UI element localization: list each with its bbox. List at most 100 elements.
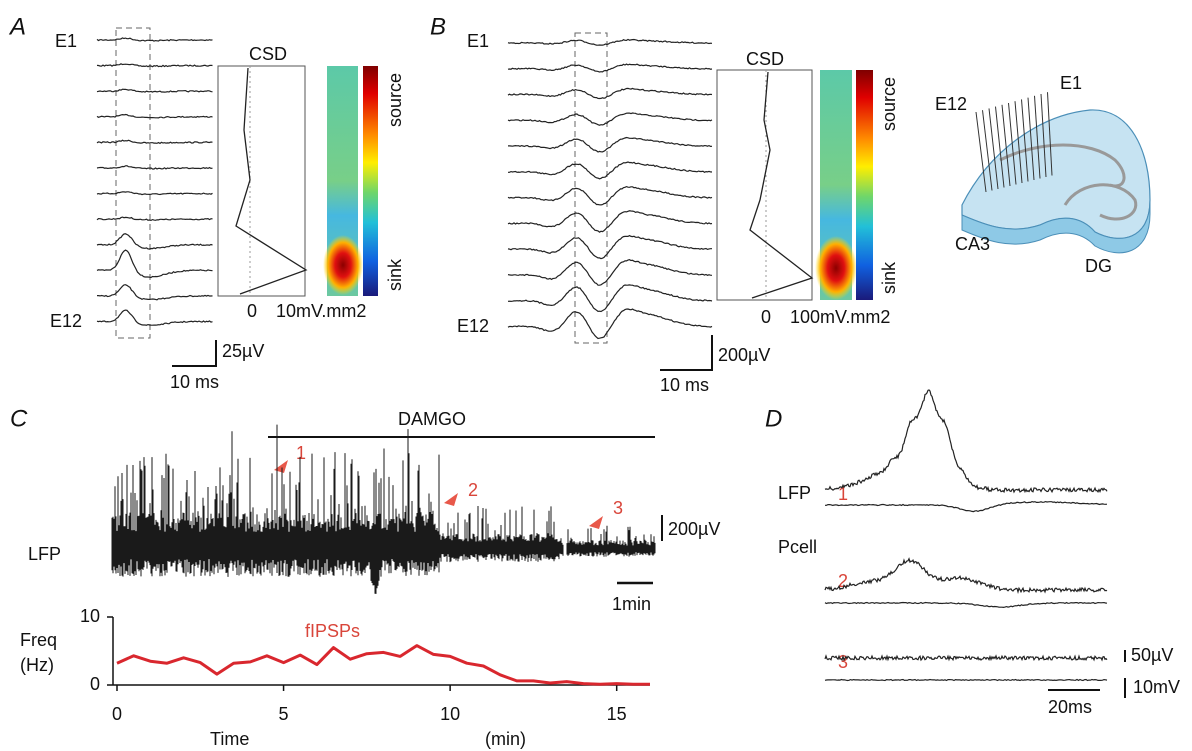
colorbar (363, 66, 378, 296)
x-tick-label: 10 (440, 704, 460, 724)
csd-axis-label: 0 (247, 301, 257, 321)
recording-trace (96, 309, 213, 326)
example-label: 3 (838, 652, 848, 672)
scale-label: 10mV (1133, 677, 1180, 697)
x-tick-label: 5 (279, 704, 289, 724)
electrode (1021, 99, 1029, 182)
electrode (1047, 92, 1053, 176)
y-axis-unit: (Hz) (20, 655, 54, 675)
drug-label: DAMGO (398, 409, 466, 429)
electrode (1040, 93, 1047, 178)
recording-trace (507, 185, 713, 206)
scale-label: 20ms (1048, 697, 1092, 717)
scale-label: 10 ms (660, 375, 709, 395)
schematic-label: E12 (935, 94, 967, 114)
csd-axis-label: 10mV.mm2 (276, 301, 366, 321)
electrode-label: E12 (50, 311, 82, 331)
example-label: 2 (838, 571, 848, 591)
recording-trace (507, 210, 713, 233)
electrode (1001, 104, 1011, 187)
recording-trace (96, 63, 213, 68)
x-tick-label: 15 (607, 704, 627, 724)
heatmap-blob (323, 235, 363, 295)
electrode (1014, 101, 1023, 184)
recording-trace (96, 216, 213, 222)
marker-label: 1 (296, 443, 306, 463)
window-box (115, 27, 151, 339)
panel-label: C (10, 405, 28, 432)
marker-arrow (274, 460, 288, 473)
y-tick-label: 10 (80, 606, 100, 626)
electrode (1008, 102, 1017, 185)
schematic-label: DG (1085, 256, 1112, 276)
electrode (1027, 97, 1035, 181)
electrode-array (975, 92, 1053, 193)
scale-label: 200µV (668, 519, 720, 539)
recording-trace (97, 284, 213, 301)
recording-trace (507, 112, 713, 126)
csd-box (217, 65, 306, 297)
scale-label: 25µV (222, 341, 264, 361)
recording-trace (96, 37, 213, 42)
recording-trace (508, 136, 713, 153)
marker-label: 3 (613, 498, 623, 518)
colorbar (856, 70, 873, 300)
x-axis-unit: (min) (485, 729, 526, 749)
recording-trace (96, 249, 213, 279)
csd-profile (749, 71, 814, 299)
marker-arrow (444, 493, 458, 506)
recording-trace (824, 654, 1108, 662)
scale-bar (660, 335, 713, 371)
series-line (116, 644, 650, 686)
trace-label: LFP (28, 544, 61, 564)
colorbar-label: sink (385, 258, 405, 291)
lfp-trace (111, 424, 656, 594)
recording-trace (96, 233, 213, 250)
heatmap-blob (815, 236, 857, 300)
electrode (988, 108, 999, 190)
window-box (574, 32, 608, 344)
recording-trace (825, 500, 1108, 513)
legend-label: fIPSPs (305, 621, 360, 641)
recording-trace (508, 161, 713, 180)
colorbar-label: source (879, 77, 899, 131)
scale-label: 50µV (1131, 645, 1173, 665)
recording-trace (96, 165, 213, 170)
example-label: 1 (838, 484, 848, 504)
panel-label: D (765, 405, 782, 432)
y-axis-label: Freq (20, 630, 57, 650)
x-axis-label: Time (210, 729, 249, 749)
colorbar-label: source (385, 73, 405, 127)
recording-trace (824, 557, 1108, 594)
recording-trace (507, 284, 713, 313)
csd-title: CSD (249, 44, 287, 64)
csd-title: CSD (746, 49, 784, 69)
electrode-label: E12 (457, 316, 489, 336)
electrode-label: E1 (55, 31, 77, 51)
electrode (995, 106, 1005, 188)
recording-trace (824, 389, 1108, 494)
trace-label: Pcell (778, 537, 817, 557)
panel-label: B (430, 13, 446, 40)
recording-trace (96, 139, 213, 145)
panel-label: A (8, 13, 26, 40)
schematic-label: CA3 (955, 234, 990, 254)
recording-trace (507, 63, 713, 73)
scale-label: 200µV (718, 345, 770, 365)
csd-profile (235, 67, 308, 295)
recording-trace (507, 234, 712, 260)
recording-trace (824, 678, 1108, 682)
recording-trace (507, 308, 713, 340)
electrode (975, 111, 987, 193)
scale-label: 1min (612, 594, 651, 614)
marker-label: 2 (468, 480, 478, 500)
csd-axis-label: 0 (761, 307, 771, 327)
csd-axis-label: 100mV.mm2 (790, 307, 890, 327)
electrode-label: E1 (467, 31, 489, 51)
hippocampus-schematic (961, 109, 1151, 254)
scale-bar (172, 340, 217, 367)
y-tick-label: 0 (90, 674, 100, 694)
schematic-label: E1 (1060, 73, 1082, 93)
recording-trace (824, 601, 1108, 609)
